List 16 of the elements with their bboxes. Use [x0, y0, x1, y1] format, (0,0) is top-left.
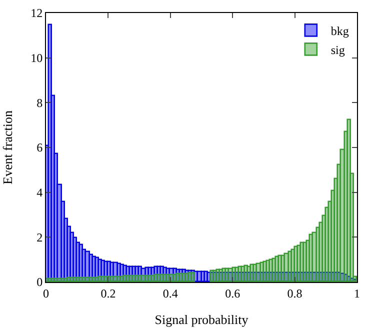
x-tick-label: 0.6	[225, 286, 240, 300]
x-tick-label: 0.8	[287, 286, 302, 300]
y-tick-label: 6	[36, 140, 43, 155]
y-tick-label: 12	[30, 6, 43, 20]
legend-label: bkg	[330, 24, 349, 38]
y-tick-label: 4	[36, 186, 43, 200]
y-tick-label: 0	[36, 275, 43, 290]
y-tick-label: 8	[36, 96, 43, 110]
y-tick-label: 10	[30, 51, 43, 66]
x-tick-label: 0.4	[162, 286, 178, 300]
y-axis-title: Event fraction	[0, 110, 15, 184]
y-tick-label: 2	[36, 230, 43, 244]
x-tick-label: 1	[354, 286, 360, 300]
x-tick-label: 0.2	[100, 286, 116, 300]
legend-label: sig	[330, 42, 345, 57]
x-axis-title: Signal probability	[154, 312, 249, 327]
